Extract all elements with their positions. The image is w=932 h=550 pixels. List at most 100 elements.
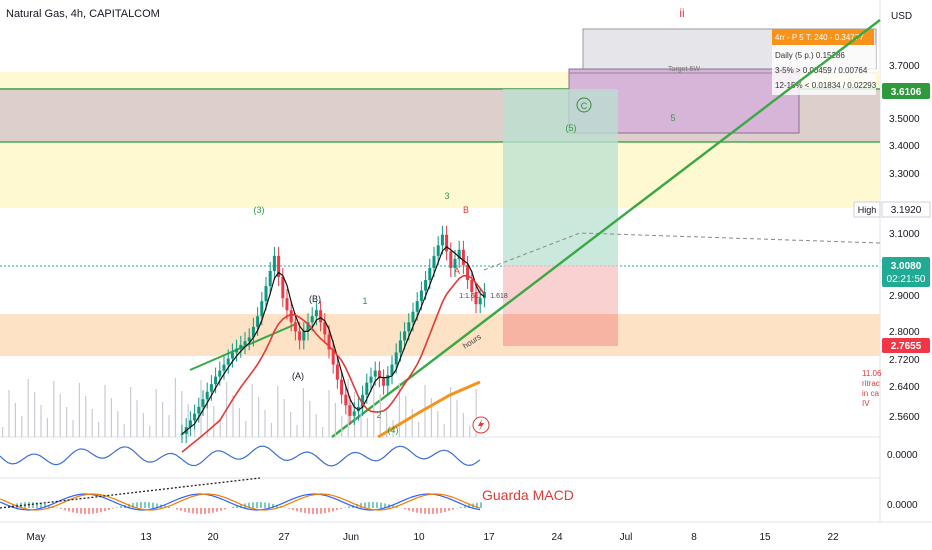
volume-bar [341, 416, 343, 437]
volume-bar [40, 405, 42, 437]
y-tick-label: 2.7200 [889, 355, 920, 366]
macd-histogram-bar [392, 505, 394, 508]
target-box-header [772, 29, 874, 45]
volume-bar [270, 423, 272, 437]
macd-histogram-bar [480, 502, 482, 508]
volume-bar [290, 412, 292, 437]
macd-histogram-bar [380, 502, 382, 508]
macd-histogram-bar [348, 506, 350, 508]
wave-label-circle-c: C [581, 101, 588, 111]
macd-histogram-bar [292, 508, 294, 511]
target-box-text-bg [772, 45, 876, 95]
candle-body [314, 310, 318, 317]
candle-body [260, 301, 264, 317]
macd-histogram-bar [212, 508, 214, 513]
wave-label-3-paren: (3) [254, 205, 265, 215]
side-note-2: ritrac [862, 379, 880, 388]
volume-bar [155, 389, 157, 437]
volume-bar [379, 394, 381, 437]
candle-body [209, 384, 213, 392]
y-tick-label: 2.9000 [889, 291, 920, 302]
price-tag-2-7655-text: 2.7655 [891, 341, 922, 352]
y-tick-label: 3.5000 [889, 114, 920, 125]
macd-histogram-bar [316, 508, 318, 514]
volume-bar [443, 424, 445, 437]
volume-bar [328, 390, 330, 437]
volume-bar [200, 380, 202, 437]
price-tag-3-1920-text: 3.1920 [891, 205, 922, 216]
volume-bar [27, 379, 29, 437]
candle-body [482, 292, 486, 299]
macd-histogram-bar [476, 502, 478, 508]
macd-histogram-bar [216, 508, 218, 512]
volume-bar [238, 408, 240, 437]
macd-histogram-bar [120, 506, 122, 508]
oscillator-line [0, 445, 481, 467]
price-axis[interactable]: 3.7000 3.5000 3.4000 3.3000 3.1000 2.9000 2.80… [889, 61, 920, 423]
wave-label-4-paren: (4) [388, 425, 399, 435]
volume-bar [98, 422, 100, 437]
macd-value: 0.0000 [887, 500, 918, 511]
y-tick-label: 2.5600 [889, 412, 920, 423]
volume-bar [206, 393, 208, 437]
macd-histogram-bar [192, 508, 194, 514]
volume-bar [14, 403, 16, 437]
candle-body [218, 370, 222, 377]
volume-bar [21, 416, 23, 437]
candle-body [222, 364, 226, 371]
macd-histogram-bar [40, 503, 42, 508]
volume-bar [219, 419, 221, 437]
macd-histogram-bar [88, 508, 90, 514]
macd-histogram-bar [220, 508, 222, 511]
macd-histogram-bar [204, 508, 206, 514]
macd-histogram-bar [324, 508, 326, 514]
volume-bar [398, 383, 400, 437]
currency-label[interactable]: USD [891, 11, 912, 22]
macd-histogram-bar [404, 508, 406, 510]
candle-body [323, 322, 327, 335]
macd-histogram-bar [436, 508, 438, 514]
target-box-line-1: 4rr - P 5 T: 240 - 0.34777 [775, 33, 864, 42]
candle-body [201, 399, 205, 407]
volume-bar [469, 426, 471, 437]
candle-body [319, 310, 323, 323]
macd-histogram-bar [232, 506, 234, 508]
candle-body [293, 322, 297, 332]
macd-histogram-bar [336, 508, 338, 511]
macd-histogram-bar [80, 508, 82, 514]
x-tick-label: Jul [620, 532, 633, 543]
volume-bar [315, 414, 317, 437]
candle-body [239, 344, 243, 349]
candle-body [407, 322, 411, 332]
candle-body [373, 370, 377, 377]
x-tick-label: 15 [759, 532, 771, 543]
macd-histogram-bar [60, 508, 62, 509]
macd-histogram-bar [452, 508, 454, 510]
macd-histogram-bar [112, 508, 114, 509]
volume-bar [8, 390, 10, 437]
macd-histogram-bar [132, 503, 134, 508]
candle-body [415, 301, 419, 312]
macd-histogram-bar [136, 502, 138, 508]
volume-bar [277, 386, 279, 437]
macd-histogram-bar [300, 508, 302, 513]
fib-label-1-618: 1.618 [490, 293, 508, 300]
macd-histogram-bar [308, 508, 310, 514]
volume-bar [72, 420, 74, 437]
volume-bar [117, 411, 119, 437]
x-tick-label: 13 [140, 532, 152, 543]
x-tick-label: 22 [827, 532, 839, 543]
macd-histogram-bar [448, 508, 450, 511]
candle-body [428, 267, 432, 281]
ma-black-line [181, 246, 485, 435]
macd-histogram-bar [340, 508, 342, 509]
circle-c-marker [576, 97, 592, 113]
macd-histogram-bar [68, 508, 70, 512]
candle-body [256, 316, 260, 327]
time-axis[interactable]: May 13 20 27 Jun 10 17 24 Jul 8 15 22 [27, 532, 839, 543]
wave-label-3: 3 [444, 191, 449, 201]
macd-histogram-bar [460, 507, 462, 508]
ma-red-line [181, 275, 486, 453]
macd-histogram-bar [356, 503, 358, 508]
